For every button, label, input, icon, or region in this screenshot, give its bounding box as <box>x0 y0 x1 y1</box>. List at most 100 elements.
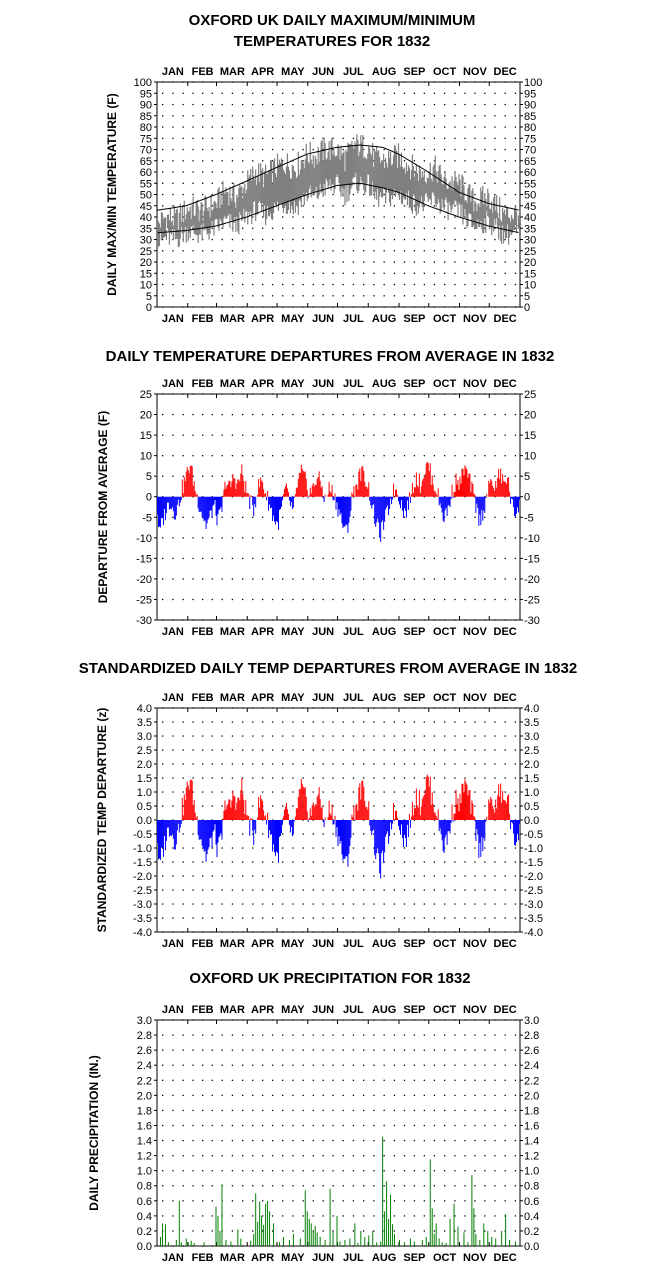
month-label-bottom: NOV <box>463 313 488 325</box>
y-axis-label: DEPARTURE FROM AVERAGE (F) <box>96 411 110 603</box>
grid-dot <box>252 261 254 263</box>
grid-dot <box>162 160 164 162</box>
grid-dot <box>322 931 324 933</box>
grid-dot <box>454 735 456 737</box>
grid-dot <box>342 227 344 229</box>
grid-dot <box>182 455 184 457</box>
grid-dot <box>363 847 365 849</box>
grid-dot <box>474 735 476 737</box>
grid-dot <box>444 1170 446 1172</box>
grid-dot <box>383 1200 385 1202</box>
grid-dot <box>423 272 425 274</box>
grid-dot <box>403 283 406 286</box>
grid-dot <box>352 833 355 835</box>
grid-dot <box>342 598 344 601</box>
grid-dot <box>474 413 476 416</box>
grid-dot <box>302 1109 304 1112</box>
grid-dot <box>454 931 456 933</box>
grid-dot <box>211 171 213 173</box>
grid-dot <box>282 81 284 83</box>
grid-dot <box>231 1230 234 1232</box>
grid-dot <box>413 1064 416 1066</box>
grid-dot <box>413 1230 416 1232</box>
grid-dot <box>242 393 244 395</box>
grid-dot <box>211 931 213 933</box>
grid-dot <box>393 1185 396 1187</box>
grid-dot <box>352 261 355 263</box>
grid-dot <box>162 735 164 737</box>
grid-dot <box>363 763 365 765</box>
grid-dot <box>464 272 466 274</box>
grid-dot <box>292 1034 294 1036</box>
grid-dot <box>332 917 334 919</box>
grid-dot <box>172 92 174 94</box>
grid-dot <box>403 917 406 919</box>
grid-dot <box>262 578 264 580</box>
month-label-top: JUN <box>312 1004 334 1016</box>
grid-dot <box>504 103 506 106</box>
grid-dot <box>433 1049 436 1051</box>
grid-dot <box>433 557 436 560</box>
grid-dot <box>423 1215 425 1217</box>
grid-dot <box>211 791 213 793</box>
grid-dot <box>322 861 324 863</box>
month-label-bottom: MAY <box>281 938 305 950</box>
grid-dot <box>474 1215 476 1217</box>
grid-dot <box>383 261 385 263</box>
grid-dot <box>393 861 396 863</box>
grid-dot <box>252 1230 254 1232</box>
grid-dot <box>494 1064 496 1066</box>
grid-dot <box>322 455 324 457</box>
grid-dot <box>433 735 436 737</box>
grid-dot <box>312 413 314 416</box>
grid-dot <box>454 250 456 252</box>
grid-dot <box>383 763 385 765</box>
grid-dot <box>352 496 355 498</box>
grid-dot <box>292 1139 294 1142</box>
grid-dot <box>231 434 234 436</box>
grid-dot <box>302 306 304 308</box>
grid-dot <box>292 1049 294 1051</box>
month-label-top: OCT <box>433 378 457 390</box>
grid-dot <box>231 1019 234 1021</box>
grid-dot <box>221 735 223 737</box>
grid-dot <box>192 1049 194 1051</box>
grid-dot <box>172 917 174 919</box>
grid-dot <box>192 578 194 580</box>
grid-dot <box>413 216 416 218</box>
grid-dot <box>413 875 416 877</box>
grid-dot <box>393 1124 396 1127</box>
grid-dot <box>202 1215 204 1217</box>
grid-dot <box>231 393 234 395</box>
y-tick-label-left: 5 <box>146 471 152 483</box>
grid-dot <box>423 619 425 621</box>
y-tick-label-left: 35 <box>140 223 152 235</box>
grid-dot <box>182 777 184 779</box>
grid-dot <box>413 819 416 821</box>
grid-dot <box>292 875 294 877</box>
grid-dot <box>282 763 284 765</box>
grid-dot <box>162 847 164 849</box>
grid-dot <box>403 903 406 905</box>
y-tick-label-left: -2.5 <box>133 885 152 897</box>
grid-dot <box>202 1170 204 1172</box>
grid-dot <box>221 283 223 286</box>
grid-dot <box>423 475 425 477</box>
grid-dot <box>504 283 506 286</box>
grid-dot <box>242 721 244 723</box>
grid-dot <box>231 557 234 560</box>
grid-dot <box>312 434 314 436</box>
grid-dot <box>474 707 476 709</box>
grid-dot <box>433 216 436 218</box>
grid-dot <box>363 1124 365 1127</box>
grid-dot <box>262 537 264 539</box>
grid-dot <box>182 1215 184 1217</box>
grid-dot <box>271 413 274 416</box>
grid-dot <box>332 516 334 518</box>
grid-dot <box>211 227 213 229</box>
grid-dot <box>373 1245 375 1247</box>
grid-dot <box>484 1245 486 1247</box>
grid-dot <box>373 833 375 835</box>
grid-dot <box>231 261 234 263</box>
grid-dot <box>252 875 254 877</box>
